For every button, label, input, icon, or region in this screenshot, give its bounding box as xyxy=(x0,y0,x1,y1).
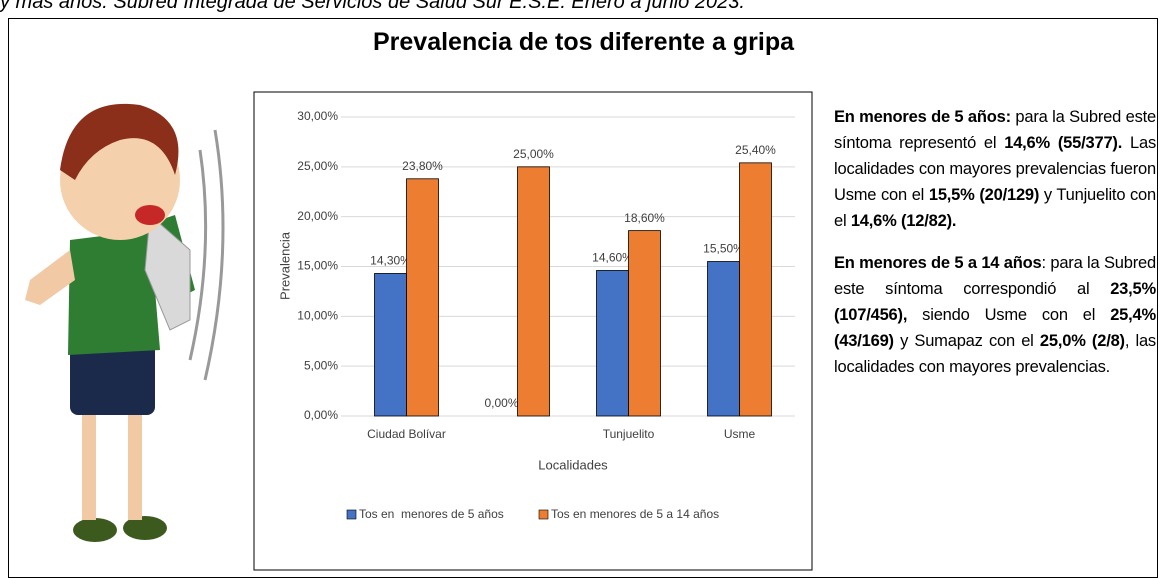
text-run: 14,6% (12/82). xyxy=(850,212,957,230)
y-tick-label: 20,00% xyxy=(297,209,338,223)
x-tick-label: Usme xyxy=(724,427,756,441)
y-tick-label: 5,00% xyxy=(304,358,338,372)
paragraph: En menores de 5 a 14 años: para la Subre… xyxy=(834,250,1156,380)
data-label: 23,80% xyxy=(402,159,443,173)
text-run: : para la Subred este síntoma correspond… xyxy=(834,254,1156,298)
leg xyxy=(82,410,96,520)
bar xyxy=(406,178,439,417)
data-label: 15,50% xyxy=(703,242,744,256)
shorts xyxy=(70,340,155,415)
shoe xyxy=(123,516,167,540)
data-label: 14,60% xyxy=(592,251,633,265)
y-tick-label: 25,00% xyxy=(297,159,338,173)
arm xyxy=(25,250,75,305)
data-label: 25,00% xyxy=(513,147,554,161)
text-run: y Tunjuelito con el xyxy=(834,186,1156,230)
caption: y más años. Subred Integrada de Servicio… xyxy=(0,0,745,13)
y-tick-label: 15,00% xyxy=(297,259,338,273)
text-run: para la Subred este síntoma representó e… xyxy=(834,108,1156,152)
bar xyxy=(707,261,740,417)
text-run: Las localidades con mayores prevalencias… xyxy=(834,134,1156,204)
text-run: 14,6% (55/377). xyxy=(1004,134,1123,152)
legend-label: Tos en menores de 5 a 14 años xyxy=(551,507,719,521)
data-label: 14,30% xyxy=(370,254,411,268)
text-run: 25,0% (2/8) xyxy=(1039,332,1125,350)
motion-lines xyxy=(188,129,225,381)
bar xyxy=(374,273,407,417)
y-tick-label: 10,00% xyxy=(297,309,338,323)
text-run: 23,5% (107/456), xyxy=(834,280,1156,324)
mouth xyxy=(135,205,165,225)
illustration xyxy=(25,103,225,542)
text-panel: En menores de 5 años: para la Subred est… xyxy=(834,104,1156,396)
text-run: y Sumapaz con el xyxy=(893,332,1040,350)
shoe xyxy=(73,518,117,542)
shirt xyxy=(68,230,160,355)
legend-swatch xyxy=(346,509,357,520)
text-run: En menores de 5 años: xyxy=(834,108,1011,126)
legend-label: Tos en menores de 5 años xyxy=(359,507,504,521)
y-tick-label: 30,00% xyxy=(297,109,338,123)
bar xyxy=(628,230,661,417)
data-label: 25,40% xyxy=(735,143,776,157)
text-run: 15,5% (20/129) xyxy=(928,186,1040,204)
x-tick-label: Tunjuelito xyxy=(603,427,655,441)
text-run: En menores de 5 a 14 años xyxy=(834,254,1042,272)
legend-swatch xyxy=(538,509,549,520)
y-axis-title: Prevalencia xyxy=(277,231,292,300)
data-label: 18,60% xyxy=(624,211,665,225)
bar xyxy=(739,162,772,417)
text-run: , las localidades con mayores prevalenci… xyxy=(834,332,1156,376)
data-label: 0,00% xyxy=(484,396,518,410)
text-run: siendo Usme con el xyxy=(907,306,1111,324)
paragraph: En menores de 5 años: para la Subred est… xyxy=(834,104,1156,234)
leg xyxy=(128,410,142,520)
hair xyxy=(60,103,179,180)
y-tick-label: 0,00% xyxy=(304,408,338,422)
x-tick-label: Ciudad Bolívar xyxy=(367,427,446,441)
bar xyxy=(596,270,629,417)
chart-title: Prevalencia de tos diferente a gripa xyxy=(373,28,794,56)
bar xyxy=(517,166,550,417)
x-axis-title: Localidades xyxy=(538,457,608,472)
tissue xyxy=(144,213,191,331)
chart-border xyxy=(253,91,813,571)
text-run: 25,4% (43/169) xyxy=(834,306,1156,350)
